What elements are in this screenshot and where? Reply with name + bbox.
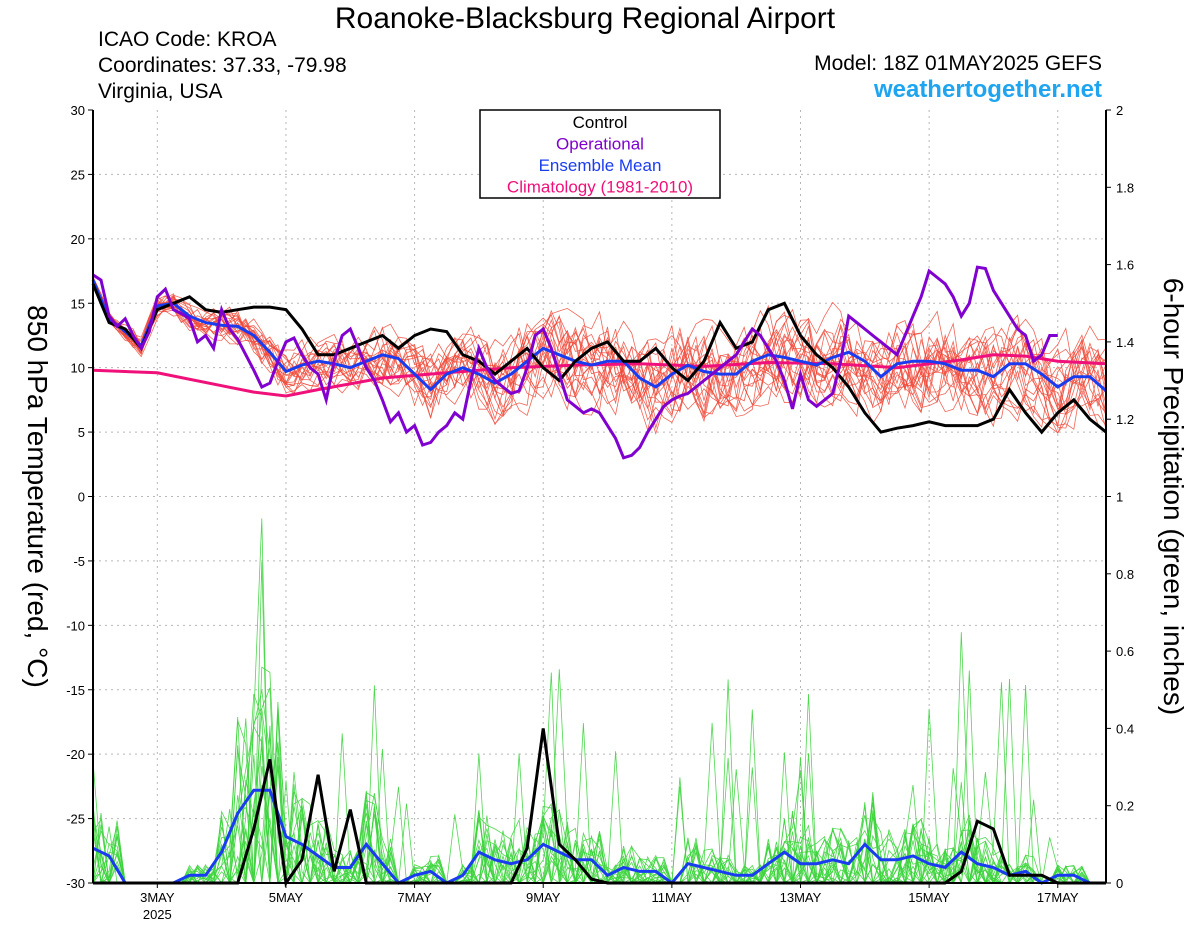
temp-member-line <box>92 282 1107 418</box>
left-tick-label: 0 <box>78 490 85 505</box>
left-tick-label: -20 <box>66 747 85 762</box>
x-tick-label: 17MAY <box>1037 890 1079 905</box>
left-tick-label: -30 <box>66 876 85 891</box>
precip-member-line <box>92 745 1106 885</box>
site-link[interactable]: weathertogether.net <box>873 76 1102 103</box>
right-axis-title: 6-hour Precipitation (green, inches) <box>1158 278 1189 715</box>
left-tick-label: 5 <box>78 425 85 440</box>
left-tick-label: 30 <box>71 103 85 118</box>
chart-title: Roanoke-Blacksburg Regional Airport <box>334 2 836 35</box>
temp-control-line <box>91 283 1107 435</box>
legend-entry: Operational <box>556 135 644 154</box>
climatology-line <box>92 353 1107 398</box>
axes: -30-25-20-15-10-505101520253000.20.40.60… <box>22 103 1189 922</box>
temp-member-line <box>92 280 1107 432</box>
right-tick-label: 0.8 <box>1116 567 1134 582</box>
left-tick-label: 25 <box>71 167 85 182</box>
right-tick-label: 1.8 <box>1116 180 1134 195</box>
ensemble-precip-members <box>92 518 1106 885</box>
left-tick-label: -10 <box>66 618 85 633</box>
chart-legend: Control Operational Ensemble Mean Climatolo… <box>479 109 721 199</box>
x-tick-label: 11MAY <box>652 890 693 905</box>
left-tick-label: 10 <box>71 361 85 376</box>
precip-member-line <box>92 708 1106 885</box>
x-tick-label: 7MAY <box>397 890 432 905</box>
legend-entry: Ensemble Mean <box>539 156 662 175</box>
temp-ensemble-mean-line <box>91 279 1107 393</box>
right-tick-label: 0.4 <box>1116 721 1134 736</box>
temp-member-line <box>92 278 1107 425</box>
right-tick-label: 0.6 <box>1116 644 1134 659</box>
left-tick-label: 20 <box>71 232 85 247</box>
right-tick-label: 2 <box>1116 103 1123 118</box>
legend-box <box>479 109 721 199</box>
model-run: Model: 18Z 01MAY2025 GEFS <box>814 52 1102 75</box>
right-tick-label: 1 <box>1116 490 1123 505</box>
x-tick-label: 15MAY <box>908 890 950 905</box>
temp-member-line <box>92 278 1107 423</box>
right-tick-label: 1.6 <box>1116 258 1134 273</box>
left-tick-label: -15 <box>66 683 85 698</box>
region: Virginia, USA <box>98 80 223 103</box>
temp-operational-line <box>92 265 1058 460</box>
right-tick-label: 0.2 <box>1116 799 1134 814</box>
x-tick-year-label: 2025 <box>143 907 172 922</box>
icao-code: ICAO Code: KROA <box>98 28 277 51</box>
right-tick-label: 0 <box>1116 876 1123 891</box>
legend-entry: Climatology (1981-2010) <box>507 178 693 197</box>
legend-entry: Control <box>573 113 628 132</box>
x-tick-label: 5MAY <box>269 890 304 905</box>
temp-member-line <box>92 278 1107 423</box>
left-tick-label: -5 <box>73 554 85 569</box>
x-tick-label: 3MAY <box>140 890 175 905</box>
precip-member-line <box>93 518 1106 885</box>
temp-member-line <box>92 282 1107 422</box>
gridlines <box>93 110 1106 883</box>
ensemble-temperature-members <box>92 276 1107 435</box>
precip-member-line <box>92 666 1106 884</box>
x-tick-label: 13MAY <box>780 890 822 905</box>
x-tick-label: 9MAY <box>526 890 561 905</box>
right-tick-label: 1.4 <box>1116 335 1134 350</box>
left-tick-label: -25 <box>66 812 85 827</box>
right-tick-label: 1.2 <box>1116 412 1134 427</box>
left-axis-title: 850 hPa Temperature (red, °C) <box>22 305 53 688</box>
temp-member-line <box>92 283 1107 416</box>
left-tick-label: 15 <box>71 296 85 311</box>
coordinates: Coordinates: 37.33, -79.98 <box>98 54 347 77</box>
